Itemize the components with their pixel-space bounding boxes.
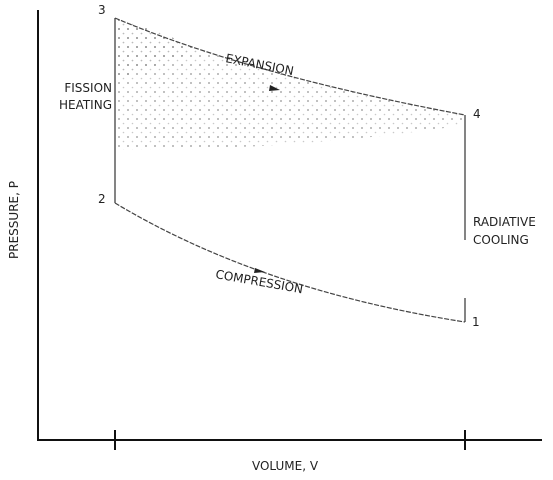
shaded-corner [115,18,200,80]
point-label: 3 [98,3,106,17]
x-axis-label: VOLUME, V [252,459,319,473]
heating-label: FISSION [64,81,112,95]
heating-label: HEATING [59,98,112,112]
point-label: 1 [472,315,480,329]
y-axis-label: PRESSURE, P [7,181,21,259]
point-label: 4 [473,107,481,121]
point-label: 2 [98,192,106,206]
arrow [269,85,280,91]
cooling-label: COOLING [473,233,529,247]
arrow [254,268,265,273]
compression-curve [114,202,466,323]
cooling-label: RADIATIVE [473,215,536,229]
expansion-curve [114,17,466,116]
